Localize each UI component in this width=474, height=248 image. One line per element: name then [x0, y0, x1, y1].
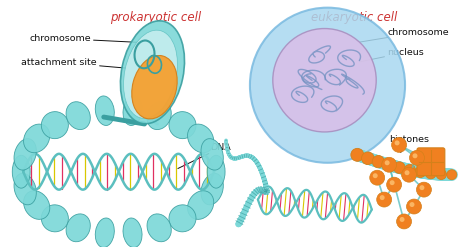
Ellipse shape	[132, 56, 177, 119]
Circle shape	[372, 155, 384, 168]
Circle shape	[387, 177, 401, 192]
Circle shape	[426, 168, 436, 179]
Circle shape	[380, 195, 385, 200]
Ellipse shape	[66, 102, 91, 130]
Circle shape	[385, 160, 390, 165]
Circle shape	[412, 153, 418, 158]
Ellipse shape	[41, 205, 68, 232]
Circle shape	[415, 167, 426, 178]
Ellipse shape	[201, 139, 223, 170]
Text: histones: histones	[389, 135, 429, 153]
Circle shape	[382, 157, 397, 172]
Ellipse shape	[66, 214, 91, 242]
Ellipse shape	[14, 173, 36, 205]
Ellipse shape	[95, 218, 114, 248]
Ellipse shape	[120, 21, 184, 124]
Text: DNA: DNA	[178, 143, 231, 169]
Ellipse shape	[201, 173, 223, 205]
Circle shape	[401, 167, 417, 182]
Ellipse shape	[188, 191, 214, 219]
Circle shape	[392, 137, 407, 152]
Circle shape	[393, 162, 405, 173]
Circle shape	[370, 170, 385, 185]
Circle shape	[377, 192, 392, 207]
Ellipse shape	[123, 96, 142, 125]
Circle shape	[390, 180, 395, 185]
Circle shape	[419, 185, 424, 190]
Circle shape	[404, 170, 410, 175]
Circle shape	[362, 152, 374, 165]
FancyBboxPatch shape	[417, 148, 445, 176]
Circle shape	[250, 8, 405, 163]
Circle shape	[397, 214, 411, 229]
Circle shape	[273, 29, 376, 132]
Ellipse shape	[41, 112, 68, 139]
Circle shape	[410, 202, 414, 207]
Ellipse shape	[24, 124, 50, 153]
Circle shape	[417, 182, 431, 197]
Ellipse shape	[14, 139, 36, 170]
Text: prokaryotic cell: prokaryotic cell	[110, 11, 201, 24]
Circle shape	[395, 140, 400, 145]
Ellipse shape	[123, 218, 142, 248]
Circle shape	[351, 148, 364, 161]
Text: nucleus: nucleus	[360, 48, 424, 62]
Text: chromosome: chromosome	[360, 28, 449, 42]
Ellipse shape	[207, 155, 225, 188]
Circle shape	[410, 150, 424, 165]
Ellipse shape	[95, 96, 114, 125]
Ellipse shape	[147, 102, 171, 130]
Ellipse shape	[12, 155, 30, 188]
Ellipse shape	[188, 124, 214, 153]
Ellipse shape	[124, 30, 177, 118]
Circle shape	[436, 169, 447, 180]
Ellipse shape	[24, 191, 50, 219]
Ellipse shape	[169, 205, 196, 232]
Ellipse shape	[169, 112, 196, 139]
Circle shape	[383, 159, 395, 171]
Circle shape	[373, 173, 378, 178]
Circle shape	[407, 199, 421, 214]
Circle shape	[400, 217, 404, 222]
Text: eukaryotic cell: eukaryotic cell	[311, 11, 398, 24]
Circle shape	[447, 170, 457, 180]
Circle shape	[404, 164, 415, 176]
Text: chromosome: chromosome	[29, 34, 138, 43]
Ellipse shape	[147, 214, 171, 242]
Text: attachment site: attachment site	[21, 58, 126, 68]
